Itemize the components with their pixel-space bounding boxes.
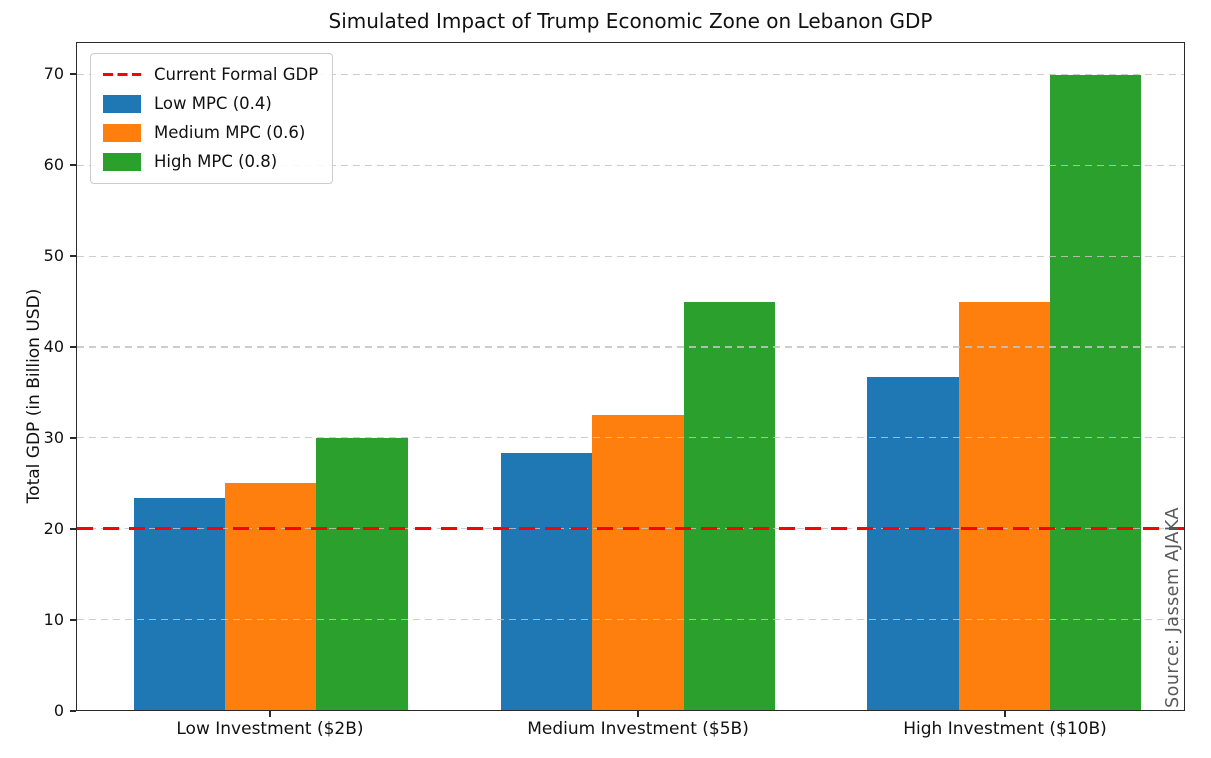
bar-medium-mpc-0-6-group1	[224, 483, 317, 710]
source-note: Source: Jassem AJAKA	[1163, 507, 1183, 708]
bar-low-mpc-0-4-group1	[133, 498, 225, 710]
x-tick-mark-2	[637, 711, 639, 717]
legend-color-swatch	[103, 152, 141, 171]
bar-medium-mpc-0-6-group3	[958, 301, 1050, 710]
x-tick-label-2: Medium Investment ($5B)	[527, 719, 749, 739]
y-axis-label: Total GDP (in Billion USD)	[24, 288, 44, 504]
y-tick-label-10: 10	[43, 609, 64, 629]
bar-high-mpc-0-8-group2	[683, 301, 775, 710]
gridline-60	[77, 164, 1184, 167]
x-tick-mark-3	[1004, 711, 1006, 717]
gridline-70	[77, 74, 1184, 76]
legend-label: High MPC (0.8)	[154, 152, 278, 171]
legend-label: Medium MPC (0.6)	[154, 123, 306, 142]
reference-line-current-gdp	[77, 527, 1184, 531]
x-tick-label-3: High Investment ($10B)	[903, 719, 1107, 739]
y-tick-label-70: 70	[43, 63, 64, 83]
y-tick-label-40: 40	[43, 336, 64, 356]
y-tick-label-20: 20	[43, 518, 64, 538]
legend-label: Current Formal GDP	[154, 65, 319, 84]
y-tick-mark-30	[70, 437, 76, 439]
legend-dashed-line-swatch	[103, 72, 141, 77]
x-tick-label-1: Low Investment ($2B)	[176, 719, 364, 739]
legend-color-swatch	[103, 94, 141, 113]
gridline-50	[77, 255, 1184, 257]
legend-item-medium-mpc-0-6: Medium MPC (0.6)	[103, 123, 318, 142]
y-tick-label-50: 50	[43, 245, 64, 265]
legend-item-high-mpc-0-8: High MPC (0.8)	[103, 152, 318, 171]
legend: Current Formal GDP Low MPC (0.4) Medium MP…	[90, 53, 334, 184]
plot-area: Current Formal GDP Low MPC (0.4) Medium MP…	[76, 42, 1185, 711]
gridline-30	[77, 437, 1184, 439]
chart-title: Simulated Impact of Trump Economic Zone …	[328, 9, 933, 33]
y-tick-mark-0	[70, 710, 76, 712]
bar-low-mpc-0-4-group3	[867, 377, 959, 710]
gridline-40	[77, 346, 1184, 348]
x-tick-mark-1	[269, 711, 271, 717]
y-tick-mark-10	[70, 619, 76, 621]
legend-item-low-mpc-0-4: Low MPC (0.4)	[103, 94, 318, 113]
legend-item-current-formal-gdp: Current Formal GDP	[103, 65, 318, 84]
y-tick-mark-50	[70, 255, 76, 257]
bar-high-mpc-0-8-group1	[316, 437, 408, 710]
y-tick-label-60: 60	[43, 154, 64, 174]
legend-color-swatch	[103, 123, 141, 142]
legend-label: Low MPC (0.4)	[154, 94, 272, 113]
y-tick-mark-40	[70, 346, 76, 348]
gridline-10	[77, 618, 1184, 620]
bar-low-mpc-0-4-group2	[501, 452, 593, 710]
y-tick-mark-20	[70, 528, 76, 530]
y-tick-mark-60	[70, 164, 76, 166]
bar-high-mpc-0-8-group3	[1049, 74, 1142, 710]
y-tick-label-30: 30	[43, 427, 64, 447]
y-tick-mark-70	[70, 73, 76, 75]
bar-medium-mpc-0-6-group2	[592, 415, 684, 710]
y-tick-label-0: 0	[53, 701, 64, 720]
